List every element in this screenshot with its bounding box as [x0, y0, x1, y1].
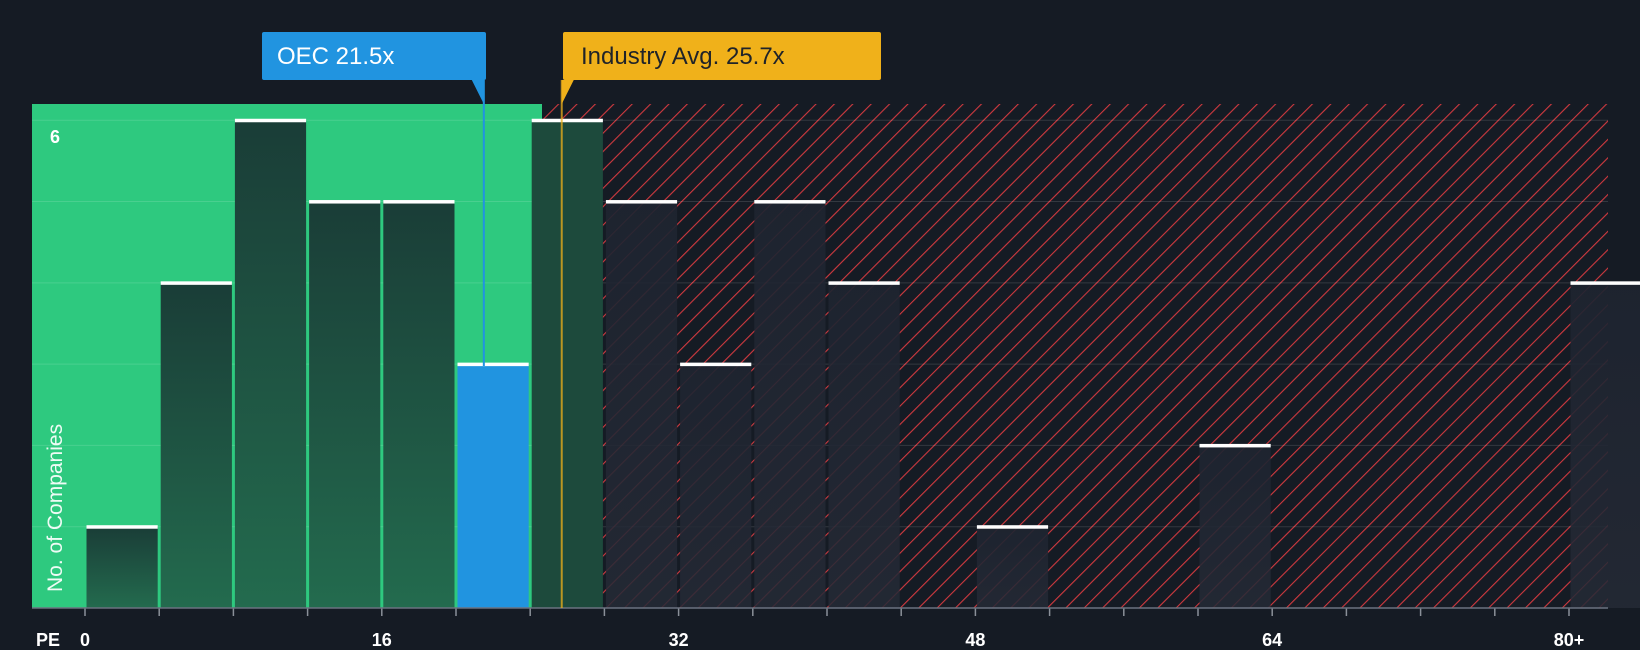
bar-top-line [754, 200, 826, 204]
x-axis-ticks: 0 16 32 48 64 80+ [80, 608, 1584, 650]
bar [605, 201, 678, 608]
bar [234, 120, 307, 609]
x-tick-label: 80+ [1554, 630, 1585, 650]
bar-top-line [605, 200, 678, 204]
bar [86, 526, 158, 608]
bar [383, 201, 455, 608]
x-tick-label: 32 [669, 630, 689, 650]
bar [828, 282, 900, 608]
bar-top-line [86, 525, 158, 529]
y-axis-label: No. of Companies [44, 424, 67, 592]
bar [309, 201, 381, 608]
bar-top-line [680, 362, 752, 367]
bar [1570, 282, 1640, 608]
bar [754, 201, 826, 608]
bar-top-line [309, 200, 381, 204]
bar-top-line [160, 281, 232, 285]
bar-top-line [531, 118, 603, 123]
bar-top-line [1570, 281, 1640, 285]
bar [160, 282, 232, 608]
bar-top-line [828, 281, 900, 285]
company-marker: OEC 21.5x [262, 32, 486, 366]
bar [457, 364, 529, 608]
bar-top-line [383, 200, 455, 204]
bar [976, 526, 1049, 608]
x-tick-label: 64 [1262, 630, 1282, 650]
bar [680, 364, 752, 608]
bar [1199, 445, 1271, 608]
industry-callout-pointer [561, 80, 574, 104]
industry-callout-box [563, 32, 881, 80]
bar-top-line [1199, 443, 1271, 448]
company-callout-box [262, 32, 486, 80]
bar-top-line [976, 525, 1049, 529]
bar-top-line [234, 118, 307, 123]
company-callout-pointer [471, 80, 484, 104]
industry-marker: Industry Avg. 25.7x [560, 32, 881, 608]
x-tick-label: 16 [372, 630, 392, 650]
x-axis-label: PE [36, 630, 60, 650]
bars [86, 118, 1640, 609]
company-callout-label: OEC 21.5x [277, 43, 394, 70]
y-tick-label: 6 [50, 127, 60, 147]
x-tick-label: 48 [965, 630, 985, 650]
industry-callout-label: Industry Avg. 25.7x [581, 43, 785, 70]
bar [531, 120, 603, 609]
x-tick-label: 0 [80, 630, 90, 650]
bar-top-line [457, 362, 529, 367]
